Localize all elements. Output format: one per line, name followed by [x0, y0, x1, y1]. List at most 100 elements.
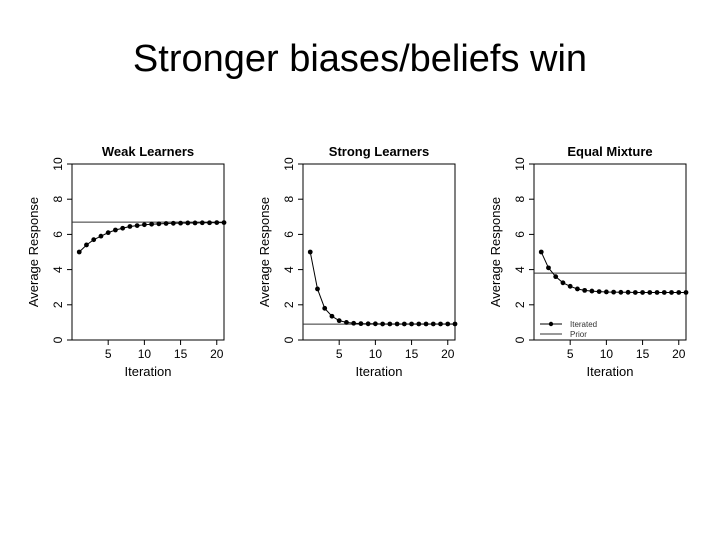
data-point	[105, 230, 111, 236]
y-tick-label: 0	[282, 336, 296, 343]
x-tick-label: 15	[405, 347, 419, 361]
y-tick-label: 4	[282, 266, 296, 273]
data-point	[344, 320, 349, 325]
chart-panel-3: Equal Mixture 5 10 15 20 0 2 4 6 8 10 Iteration Aver…	[488, 144, 689, 379]
x-tick-label: 5	[105, 347, 112, 361]
x-axis-label: Iteration	[587, 364, 634, 379]
y-tick-label: 6	[282, 231, 296, 238]
y-tick-label: 4	[51, 266, 65, 273]
charts-svg: Weak Learners 5 10 15 20 0 2 4 6 8 10 Iteration Aver…	[26, 144, 689, 379]
legend-iterated-marker	[548, 321, 554, 327]
x-tick-label: 5	[336, 347, 343, 361]
legend-prior-label: Prior	[570, 330, 587, 339]
data-point	[640, 290, 645, 295]
data-point	[452, 321, 458, 327]
y-tick-label: 8	[513, 196, 527, 203]
data-point	[582, 287, 588, 293]
y-tick-label: 10	[282, 157, 296, 171]
data-point	[416, 321, 422, 327]
data-point	[409, 321, 414, 327]
data-point	[647, 290, 653, 295]
y-tick-label: 8	[51, 196, 65, 203]
x-tick-label: 20	[441, 347, 455, 361]
chart-title: Equal Mixture	[567, 144, 652, 159]
chart-panel-1: Weak Learners 5 10 15 20 0 2 4 6 8 10 Iteration Aver…	[26, 144, 227, 379]
data-point	[401, 321, 407, 327]
data-point	[163, 221, 169, 226]
chart-title: Strong Learners	[329, 144, 429, 159]
data-point	[358, 321, 364, 327]
x-axis-label: Iteration	[125, 364, 172, 379]
data-point	[141, 222, 147, 228]
data-point	[192, 220, 198, 226]
data-point	[538, 249, 544, 255]
charts-row: Weak Learners 5 10 15 20 0 2 4 6 8 10 Iteration Aver…	[0, 140, 720, 400]
data-point	[676, 290, 682, 295]
data-point	[76, 249, 82, 255]
data-point	[654, 290, 660, 295]
x-tick-label: 5	[567, 347, 574, 361]
y-tick-label: 6	[513, 231, 527, 238]
data-point	[632, 290, 638, 295]
data-point	[669, 290, 674, 295]
data-point	[329, 313, 335, 319]
data-point	[185, 220, 191, 226]
y-axis-label: Average Response	[488, 197, 503, 307]
data-point	[199, 220, 205, 226]
data-point	[91, 237, 97, 243]
x-tick-label: 10	[369, 347, 383, 361]
x-tick-label: 15	[174, 347, 188, 361]
data-point	[365, 321, 371, 327]
data-point	[546, 265, 551, 271]
legend-iterated-label: Iterated	[570, 320, 597, 329]
slide-title: Stronger biases/beliefs win	[132, 38, 588, 80]
y-axis-label: Average Response	[26, 197, 41, 307]
data-point	[661, 290, 667, 295]
data-point	[120, 225, 126, 231]
data-point	[336, 318, 342, 324]
data-point	[387, 321, 393, 327]
data-point	[394, 321, 400, 327]
data-point	[372, 321, 378, 327]
y-tick-label: 10	[51, 157, 65, 171]
data-point	[430, 321, 436, 327]
data-point	[207, 220, 212, 226]
data-point	[351, 320, 357, 326]
data-point	[156, 221, 162, 227]
plot-frame	[533, 163, 687, 341]
data-point	[596, 289, 602, 294]
data-point	[560, 280, 566, 286]
data-point	[683, 290, 689, 295]
data-point	[322, 305, 328, 311]
x-axis-label: Iteration	[356, 364, 403, 379]
series-line	[309, 251, 455, 325]
series-line	[540, 251, 686, 293]
data-point	[178, 220, 183, 226]
data-point	[611, 289, 617, 295]
data-point	[84, 242, 89, 248]
x-tick-label: 20	[672, 347, 686, 361]
data-point	[575, 286, 580, 292]
data-point	[307, 249, 313, 255]
data-point	[315, 286, 320, 292]
data-point	[221, 220, 227, 226]
data-point	[127, 224, 133, 229]
data-point	[618, 289, 624, 295]
data-point	[149, 221, 155, 227]
chart-title: Weak Learners	[102, 144, 194, 159]
plot-frame	[71, 163, 225, 341]
x-tick-label: 20	[210, 347, 224, 361]
data-point	[113, 227, 118, 233]
y-tick-label: 2	[51, 301, 65, 308]
chart-panel-2: Strong Learners 5 10 15 20 0 2 4 6 8 10 Iteration Av…	[257, 144, 458, 379]
data-point	[445, 321, 451, 327]
data-point	[98, 233, 104, 239]
data-point	[567, 283, 573, 289]
data-point	[423, 321, 429, 327]
y-tick-label: 10	[513, 157, 527, 171]
y-tick-label: 2	[282, 301, 296, 308]
y-tick-label: 4	[513, 266, 527, 273]
y-tick-label: 6	[51, 231, 65, 238]
x-tick-label: 15	[636, 347, 650, 361]
